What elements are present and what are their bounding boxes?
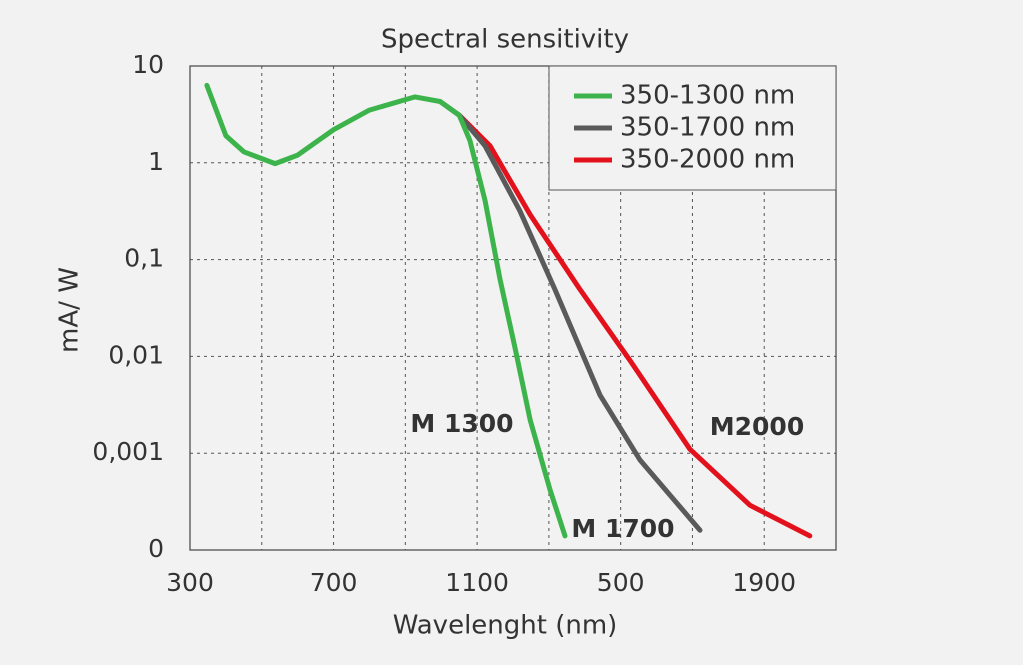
x-tick-label: 700	[310, 568, 358, 597]
series-line	[456, 112, 813, 539]
x-tick-label: 500	[597, 568, 645, 597]
series-line	[204, 82, 568, 539]
y-tick-label: 1	[148, 147, 164, 176]
y-tick-label: 0	[148, 534, 164, 563]
annotation: M2000	[710, 412, 804, 441]
x-tick-label: 300	[166, 568, 214, 597]
y-tick-label: 0,001	[92, 437, 164, 466]
annotation: M 1300	[410, 409, 513, 438]
annotation: M 1700	[571, 514, 674, 543]
legend-label: 350-1700 nm	[620, 113, 795, 143]
y-tick-label: 0,1	[124, 244, 164, 273]
y-tick-label: 10	[132, 50, 164, 79]
y-tick-label: 0,01	[108, 340, 164, 369]
y-axis-label: mA/ W	[55, 267, 85, 353]
plot-frame	[189, 65, 837, 551]
legend-label: 350-2000 nm	[620, 145, 795, 175]
x-tick-label: 1900	[732, 568, 796, 597]
x-axis-label: Wavelenght (nm)	[393, 611, 618, 641]
chart-title: Spectral sensitivity	[381, 25, 629, 55]
legend-label: 350-1300 nm	[620, 81, 795, 111]
x-tick-label: 1100	[445, 568, 509, 597]
